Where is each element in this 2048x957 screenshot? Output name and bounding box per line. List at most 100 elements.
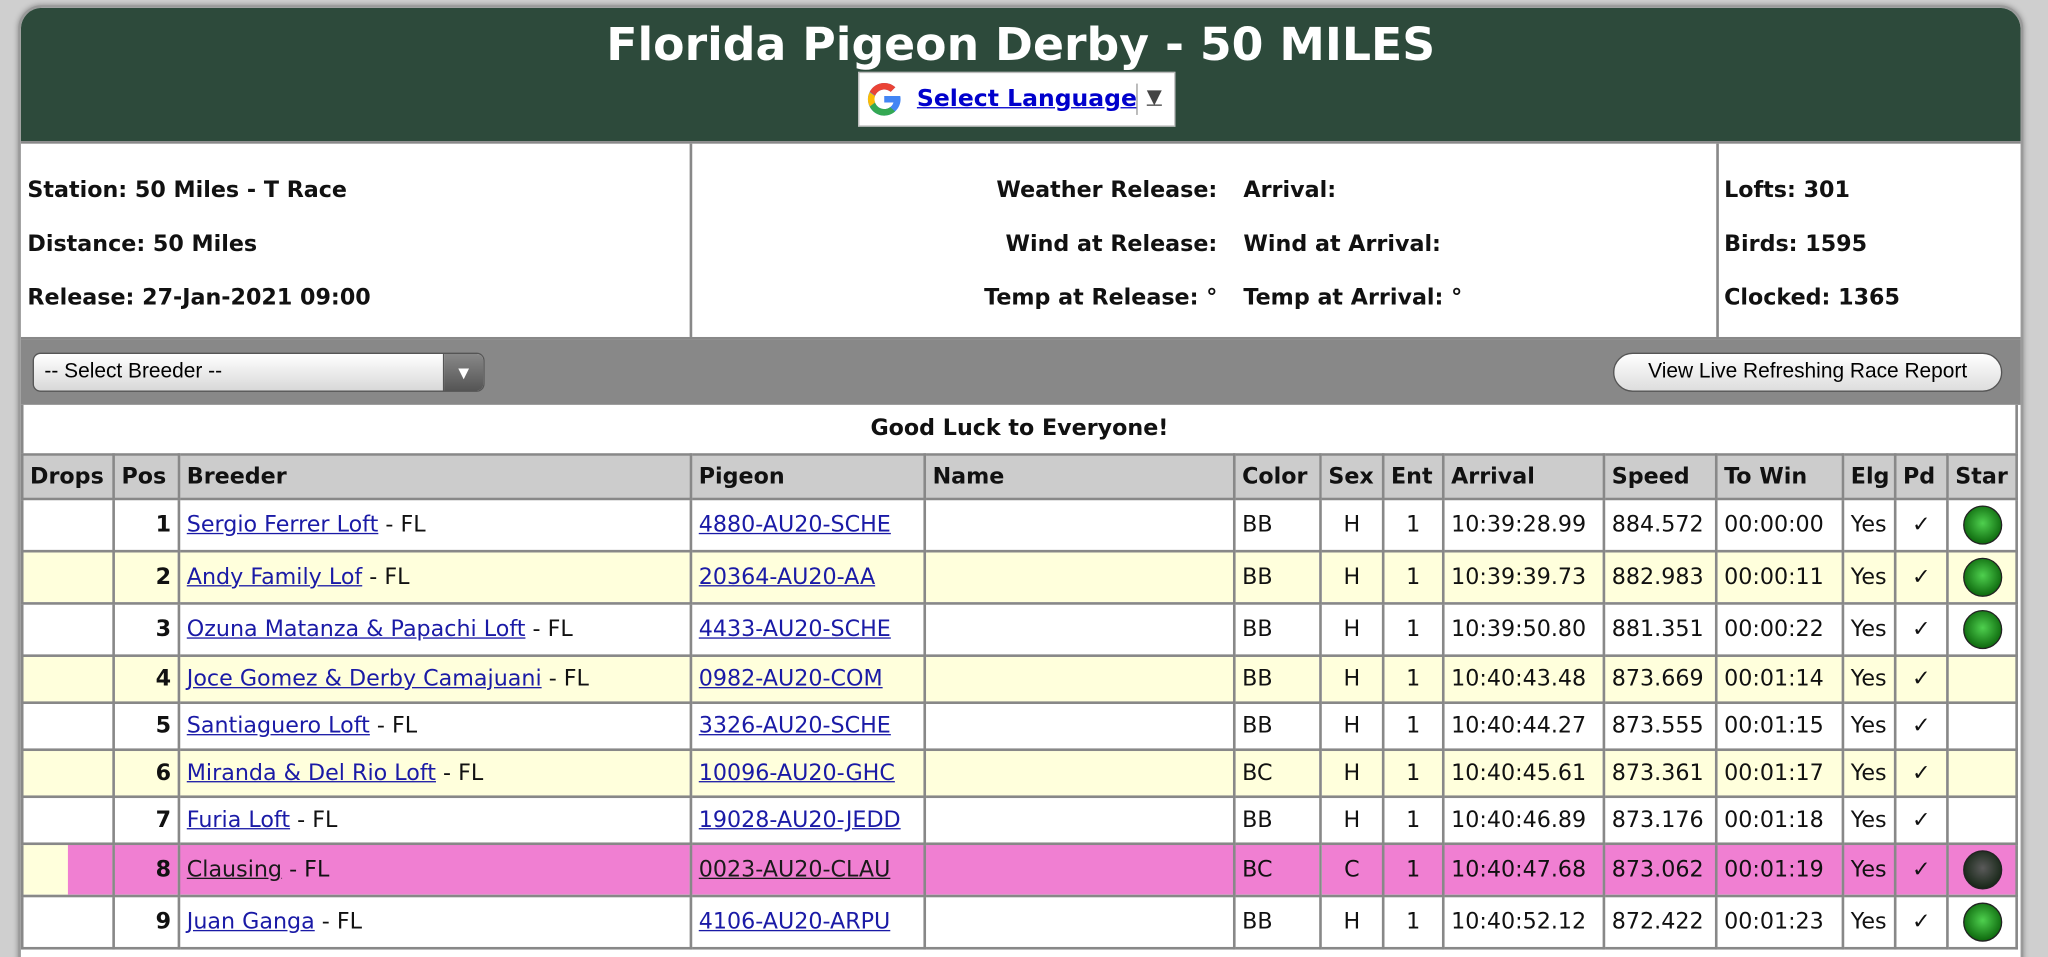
breeder-state: - FL: [385, 511, 426, 539]
star-icon: [1962, 505, 2002, 545]
sex-cell: H: [1319, 795, 1385, 846]
drops-cell: [20, 549, 115, 605]
to-win-cell: 00:01:18: [1714, 795, 1845, 846]
breeder-link[interactable]: Clausing: [186, 856, 283, 883]
speed-cell: 881.351: [1602, 602, 1718, 657]
to-win-cell: 00:00:22: [1714, 602, 1845, 657]
elg-cell: Yes: [1841, 497, 1897, 553]
language-link[interactable]: Select Language: [916, 84, 1137, 113]
speed-cell: 873.555: [1602, 701, 1718, 752]
pigeon-link[interactable]: 4880-AU20-SCHE: [698, 511, 891, 539]
dropdown-arrow[interactable]: ▼: [1146, 84, 1162, 109]
drops-cell: [20, 654, 115, 704]
breeder-state: - FL: [532, 616, 573, 643]
info-label: Temp at Arrival: °: [1243, 284, 1463, 311]
star-cell: [1946, 549, 2018, 605]
report-button[interactable]: View Live Refreshing Race Report: [1613, 352, 2003, 392]
info-line: Station: 50 Miles - T Race: [27, 177, 347, 204]
page-title: Florida Pigeon Derby - 50 MILES: [606, 19, 1436, 72]
result-row: 8 Clausing - FL 0023-AU20-CLAU BC C 1 10:40:47…: [20, 842, 2018, 898]
pos-cell: 7: [112, 795, 181, 846]
pd-cell: ✓: [1893, 795, 1949, 846]
pigeon-cell: 0982-AU20-COM: [689, 654, 927, 704]
speed-cell: 873.062: [1602, 842, 1718, 898]
result-row: 9 Juan Ganga - FL 4106-AU20-ARPU BB H 1 10:40:…: [20, 894, 2018, 950]
breeder-cell: Miranda & Del Rio Loft - FL: [177, 748, 693, 799]
breeder-state: - FL: [548, 666, 589, 693]
info-label: Wind at Arrival:: [1243, 231, 1441, 258]
result-row: 5 Santiaguero Loft - FL 3326-AU20-SCHE BB H 1…: [20, 701, 2018, 752]
pigeon-link[interactable]: 0982-AU20-COM: [698, 666, 883, 693]
name-cell: [923, 701, 1236, 752]
arrival-cell: 10:40:46.89: [1441, 795, 1606, 846]
drops-cell: [20, 701, 115, 752]
breeder-link[interactable]: Sergio Ferrer Loft: [186, 511, 379, 539]
breeder-link[interactable]: Andy Family Lof: [186, 564, 363, 591]
ent-cell: 1: [1381, 842, 1445, 898]
pigeon-cell: 0023-AU20-CLAU: [689, 842, 927, 898]
sex-cell: H: [1319, 549, 1385, 605]
breeder-link[interactable]: Ozuna Matanza & Papachi Loft: [186, 616, 526, 643]
speed-cell: 873.669: [1602, 654, 1718, 704]
pos-cell: 8: [112, 842, 181, 898]
star-icon: [1962, 902, 2002, 942]
elg-cell: Yes: [1841, 748, 1897, 799]
pigeon-link[interactable]: 4106-AU20-ARPU: [698, 909, 891, 936]
color-cell: BB: [1232, 654, 1322, 704]
pd-cell: ✓: [1893, 748, 1949, 799]
to-win-cell: 00:01:19: [1714, 842, 1845, 898]
pd-cell: ✓: [1893, 894, 1949, 950]
result-row: 3 Ozuna Matanza & Papachi Loft - FL 4433-A…: [20, 602, 2018, 657]
drops-cell: [20, 894, 115, 950]
name-cell: [923, 654, 1236, 704]
pigeon-cell: 4433-AU20-SCHE: [689, 602, 927, 657]
breeder-select[interactable]: -- Select Breeder -- ▼: [32, 352, 485, 392]
color-cell: BB: [1232, 701, 1322, 752]
pigeon-link[interactable]: 20364-AU20-AA: [698, 564, 876, 591]
result-row: 4 Joce Gomez & Derby Camajuani - FL 0982-A…: [20, 654, 2018, 704]
pos-cell: 2: [112, 549, 181, 605]
name-cell: [923, 748, 1236, 799]
pigeon-link[interactable]: 4433-AU20-SCHE: [698, 616, 891, 643]
pigeon-link[interactable]: 0023-AU20-CLAU: [698, 856, 891, 883]
star-cell: [1946, 602, 2018, 657]
drops-cell: [20, 602, 115, 657]
breeder-link[interactable]: Furia Loft: [186, 807, 291, 834]
pd-cell: ✓: [1893, 497, 1949, 553]
info-line: Clocked: 1365: [1724, 284, 1900, 311]
arrival-cell: 10:40:43.48: [1441, 654, 1606, 704]
ent-cell: 1: [1381, 748, 1445, 799]
name-cell: [923, 497, 1236, 553]
count-info: Lofts: 301 Birds: 1595 Clocked: 1365: [1724, 144, 1900, 337]
pigeon-link[interactable]: 19028-AU20-JEDD: [698, 807, 901, 834]
column-header: Color: [1232, 453, 1322, 501]
arrival-cell: 10:40:45.61: [1441, 748, 1606, 799]
column-header: Pigeon: [689, 453, 927, 501]
arrival-cell: 10:40:44.27: [1441, 701, 1606, 752]
name-cell: [923, 894, 1236, 950]
column-header: Breeder: [177, 453, 693, 501]
color-cell: BB: [1232, 549, 1322, 605]
breeder-link[interactable]: Joce Gomez & Derby Camajuani: [186, 666, 542, 693]
language-selector[interactable]: Select Language ▼: [858, 71, 1176, 127]
name-cell: [923, 842, 1236, 898]
breeder-link[interactable]: Juan Ganga: [186, 909, 315, 936]
arrival-cell: 10:40:47.68: [1441, 842, 1606, 898]
arrival-cell: 10:39:39.73: [1441, 549, 1606, 605]
pigeon-link[interactable]: 10096-AU20-GHC: [698, 760, 895, 787]
info-label: Arrival:: [1243, 177, 1337, 204]
star-cell: [1946, 701, 2018, 752]
breeder-link[interactable]: Miranda & Del Rio Loft: [186, 760, 436, 787]
column-header: Star: [1946, 453, 2018, 501]
star-cell: [1946, 795, 2018, 846]
info-line: Weather Release: Arrival:: [692, 165, 1716, 219]
drops-cell: [20, 748, 115, 799]
info-line: Distance: 50 Miles: [27, 231, 258, 258]
column-header: Pos: [112, 453, 181, 501]
ent-cell: 1: [1381, 701, 1445, 752]
elg-cell: Yes: [1841, 842, 1897, 898]
pigeon-link[interactable]: 3326-AU20-SCHE: [698, 713, 891, 740]
weather-info: Weather Release: Arrival: Wind at Release:…: [689, 143, 1719, 337]
pd-cell: ✓: [1893, 602, 1949, 657]
breeder-link[interactable]: Santiaguero Loft: [186, 713, 370, 740]
